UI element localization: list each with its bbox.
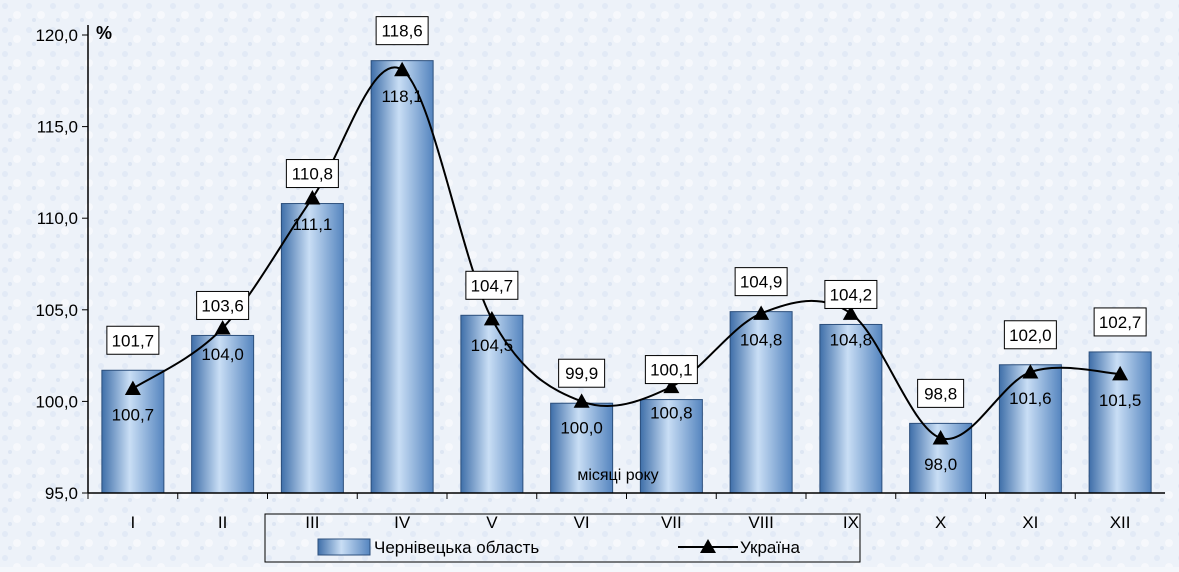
y-tick-label: 110,0 [37,209,78,228]
x-tick-label: VIII [748,513,774,532]
bar-IV [370,60,434,494]
y-unit-label: % [96,23,112,43]
x-tick-label: X [935,513,946,532]
line-value-label: 100,7 [112,406,155,425]
bar-label-box-II [196,290,250,320]
bar-label-box-VI [558,358,606,388]
line-value-label: 104,5 [471,336,514,355]
line-value-label: 100,0 [560,418,603,437]
bar-III [280,203,344,494]
y-tick-label: 115,0 [37,118,78,137]
bar-II [191,334,255,494]
line-marker-XI [1022,364,1039,379]
bar-value-label: 101,7 [112,331,155,350]
bar-value-label: 103,6 [201,296,244,315]
bar-value-label: 98,8 [924,384,957,403]
y-tick-label: 120,0 [35,26,78,45]
line-marker-III [304,190,321,205]
line-value-label: 104,0 [201,345,244,364]
bar-label-box-III [285,159,339,189]
legend-marker-triangle [700,539,716,553]
x-axis-title: місяці року [577,467,658,484]
bar-value-label: 100,1 [650,361,693,380]
bar-label-box-VIII [734,267,788,297]
line-value-label: 111,1 [292,215,332,234]
line-value-label: 104,8 [830,330,873,349]
x-tick-label: IX [843,513,859,532]
line-marker-I [124,380,141,395]
legend-box [264,513,861,563]
x-tick-label: XI [1022,513,1038,532]
line-value-label: 101,5 [1099,391,1142,410]
x-tick-label: I [131,513,136,532]
bar-label-box-VII [644,355,698,385]
bar-XI [998,364,1062,494]
bar-label-box-IX [824,279,878,309]
x-tick-label: II [218,513,227,532]
x-tick-label: III [305,513,319,532]
bar-value-label: 118,6 [381,22,422,41]
legend-swatch-bar [317,538,371,556]
line-value-label: 104,8 [740,330,783,349]
bar-value-label: 104,7 [471,276,514,295]
line-marker-VII [663,378,680,394]
legend-label-chernivtsi: Чернівецька область [374,538,539,557]
bar-value-label: 104,9 [740,273,783,292]
line-marker-II [214,320,231,335]
bar-value-label: 102,7 [1099,313,1142,332]
bar-V [460,314,524,494]
x-tick-label: VI [574,513,590,532]
line-marker-V [483,310,500,326]
bar-IX [819,323,883,494]
bar-value-label: 102,0 [1009,326,1052,345]
line-marker-IV [394,61,411,77]
y-tick-label: 100,0 [35,392,78,411]
line-value-label: 118,1 [381,87,422,106]
x-tick-label: VII [661,513,682,532]
line-value-label: 101,6 [1009,389,1052,408]
line-value-label: 98,0 [924,455,957,474]
line-marker-VI [573,393,590,408]
line-marker-VIII [753,305,770,320]
bar-label-box-XI [1003,320,1057,350]
bar-label-box-X [917,378,965,408]
bar-value-label: 99,9 [565,364,598,383]
legend-label-ukraine: Україна [740,538,800,557]
x-tick-label: IV [394,513,411,532]
line-value-label: 100,8 [650,404,693,423]
y-tick-label: 95,0 [45,484,78,503]
bar-label-box-I [106,325,160,355]
bar-label-box-V [465,270,519,300]
bar-label-box-XII [1093,307,1147,337]
line-marker-IX [842,305,859,320]
x-tick-label: V [486,513,498,532]
line-marker-XII [1112,365,1129,381]
bar-value-label: 110,8 [292,165,333,184]
bar-label-box-IV [375,16,429,46]
x-tick-label: XII [1110,513,1131,532]
bar-value-label: 104,2 [830,285,873,304]
y-tick-label: 105,0 [35,301,78,320]
line-marker-X [932,430,949,445]
